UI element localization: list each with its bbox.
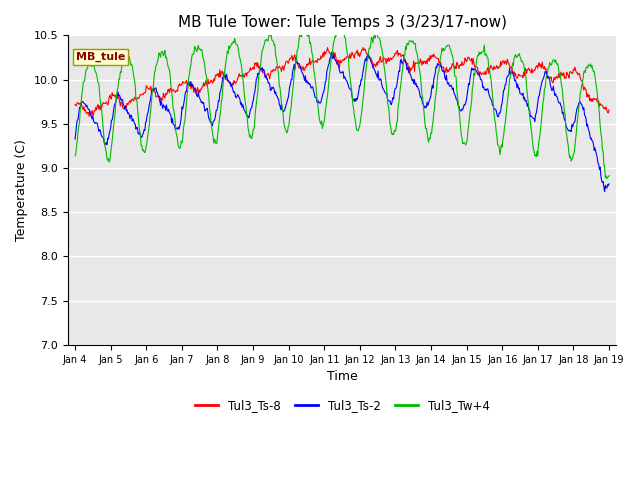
Legend: Tul3_Ts-8, Tul3_Ts-2, Tul3_Tw+4: Tul3_Ts-8, Tul3_Ts-2, Tul3_Tw+4 — [190, 394, 494, 416]
X-axis label: Time: Time — [326, 370, 357, 383]
Y-axis label: Temperature (C): Temperature (C) — [15, 139, 28, 241]
Title: MB Tule Tower: Tule Temps 3 (3/23/17-now): MB Tule Tower: Tule Temps 3 (3/23/17-now… — [177, 15, 506, 30]
Text: MB_tule: MB_tule — [76, 52, 125, 62]
